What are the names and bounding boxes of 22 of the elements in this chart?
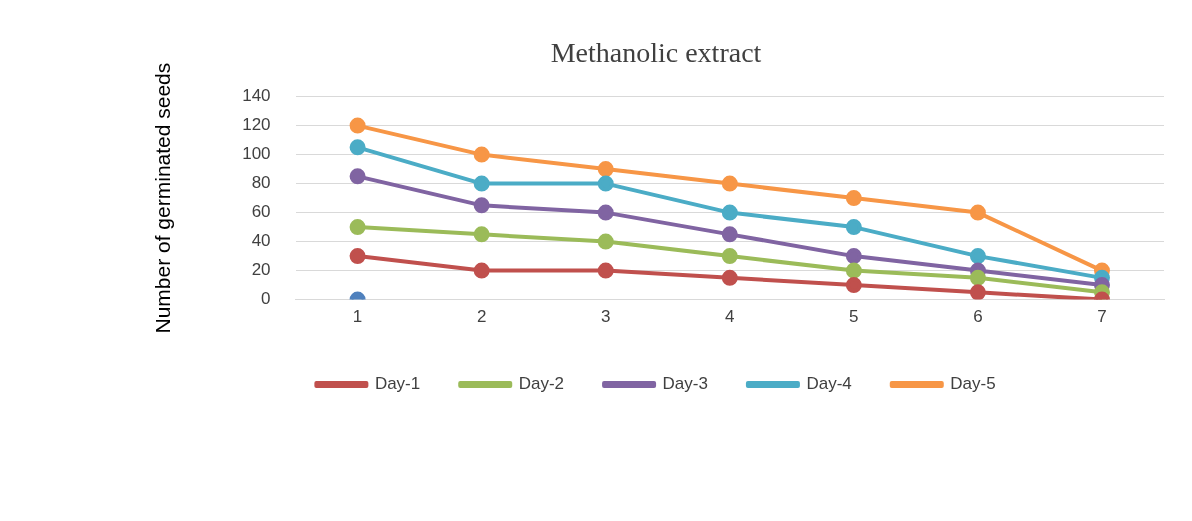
y-tick-label: 20 <box>251 260 271 280</box>
y-tick-label: 140 <box>242 86 271 106</box>
legend-label: Day-1 <box>374 374 421 394</box>
legend-label: Day-5 <box>950 374 996 394</box>
x-tick-label: 7 <box>1097 307 1107 327</box>
legend-label: Day-2 <box>518 374 565 394</box>
y-tick-label: 60 <box>251 202 271 222</box>
legend-label: Day-4 <box>806 374 852 394</box>
y-tick-label: 40 <box>251 231 271 251</box>
x-tick-label: 4 <box>725 307 735 327</box>
x-tick-label: 6 <box>973 307 983 327</box>
y-tick-label: 120 <box>242 115 271 135</box>
y-tick-label: 0 <box>261 289 271 309</box>
y-tick-label: 100 <box>242 144 271 164</box>
chart-title: Methanolic extract <box>550 37 762 69</box>
x-tick-label: 2 <box>476 307 487 327</box>
x-tick-label: 3 <box>600 307 611 327</box>
x-tick-label: 1 <box>352 307 363 327</box>
y-axis-title: Number of germinated seeds <box>151 62 175 334</box>
y-tick-label: 80 <box>251 173 271 193</box>
x-tick-label: 5 <box>849 307 859 327</box>
legend-label: Day-3 <box>662 374 708 394</box>
